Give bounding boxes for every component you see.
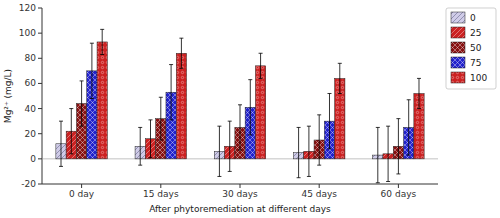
tick-mark xyxy=(240,184,241,188)
error-bar xyxy=(317,115,321,165)
error-bar xyxy=(138,127,142,165)
tick-mark xyxy=(38,184,42,185)
legend-swatch xyxy=(451,12,465,23)
tick-label: 20 xyxy=(25,129,37,139)
y-axis-line xyxy=(42,8,43,184)
error-bar xyxy=(338,63,342,93)
error-bar xyxy=(149,120,153,158)
series xyxy=(76,104,403,159)
tick-mark xyxy=(398,184,399,188)
error-bar xyxy=(407,100,411,155)
error-bar xyxy=(376,127,380,182)
tick-label: 80 xyxy=(25,53,37,63)
tick-label: 120 xyxy=(19,3,36,13)
error-bar xyxy=(297,127,301,177)
legend-label: 100 xyxy=(470,73,487,83)
tick-mark xyxy=(38,158,42,159)
series xyxy=(97,42,424,159)
tick-mark xyxy=(38,8,42,9)
legend-swatch xyxy=(451,27,465,38)
error-bar xyxy=(248,80,252,135)
tick-mark xyxy=(38,83,42,84)
tick-mark xyxy=(38,33,42,34)
error-bars xyxy=(80,81,401,174)
error-bars xyxy=(59,121,380,183)
error-bars xyxy=(69,109,390,182)
legend: 0 25 50 75 100 xyxy=(446,8,496,89)
tick-mark xyxy=(38,133,42,134)
tick-mark xyxy=(81,184,82,188)
error-bar xyxy=(59,121,63,166)
error-bars xyxy=(90,43,411,155)
series xyxy=(87,71,414,159)
legend-swatch xyxy=(451,57,465,68)
bar xyxy=(97,42,107,159)
error-bar xyxy=(417,78,421,108)
tick-mark xyxy=(38,108,42,109)
tick-label: 0 day xyxy=(69,189,95,199)
tick-label: 30 days xyxy=(222,189,258,199)
legend-swatch xyxy=(451,42,465,53)
legend-label: 0 xyxy=(470,13,476,23)
legend-label: 75 xyxy=(470,58,481,68)
tick-label: 0 xyxy=(30,154,36,164)
tick-label: 100 xyxy=(19,28,36,38)
tick-label: 40 xyxy=(25,104,37,114)
error-bar xyxy=(80,81,84,126)
legend-label: 25 xyxy=(470,28,481,38)
error-bar xyxy=(396,119,400,174)
tick-label: 60 xyxy=(25,78,37,88)
error-bar xyxy=(90,43,94,98)
error-bars xyxy=(100,29,421,108)
error-bar xyxy=(238,105,242,150)
tick-mark xyxy=(160,184,161,188)
legend-label: 50 xyxy=(470,43,482,53)
y-axis: -20 0 20 40 60 80 100 120 xyxy=(19,3,438,189)
error-bar xyxy=(228,121,232,171)
error-bar xyxy=(259,53,263,78)
error-bar xyxy=(307,126,311,176)
tick-label: 15 days xyxy=(143,189,179,199)
x-axis: 0 day 15 days 30 days 45 days 60 days xyxy=(69,184,416,199)
error-bar xyxy=(159,97,163,140)
tick-mark xyxy=(38,58,42,59)
error-bar xyxy=(386,126,390,181)
x-axis-label: After phytoremediation at different days xyxy=(149,204,331,214)
tick-label: -20 xyxy=(21,179,36,189)
bar xyxy=(255,66,265,159)
tick-mark xyxy=(319,184,320,188)
bar xyxy=(176,53,186,159)
error-bar xyxy=(217,126,221,176)
y-axis-label: Mg²⁺ (mg/L) xyxy=(3,69,13,123)
tick-label: 60 days xyxy=(381,189,417,199)
tick-label: 45 days xyxy=(301,189,337,199)
plot-area xyxy=(56,29,424,182)
error-bar xyxy=(327,93,331,148)
error-bar xyxy=(179,38,183,68)
legend-swatch xyxy=(451,72,465,83)
error-bar xyxy=(69,109,73,154)
error-bar xyxy=(169,65,173,120)
error-bar xyxy=(100,29,104,54)
chart: -20 0 20 40 60 80 100 120 0 day 15 days 30 days 45 … xyxy=(0,0,500,218)
legend-frame xyxy=(446,8,496,89)
